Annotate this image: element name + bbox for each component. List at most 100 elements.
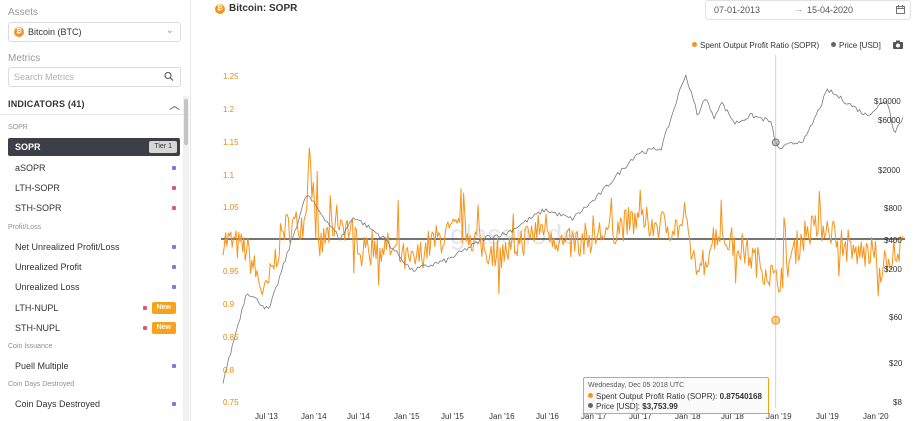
legend-item-price[interactable]: Price [USD] — [831, 41, 881, 50]
asset-label: Bitcoin (BTC) — [28, 27, 82, 37]
metric-item-sth-nupl[interactable]: STH-NUPL New — [8, 319, 180, 337]
x-tick: Jul '19 — [816, 412, 839, 421]
hover-marker-price — [771, 138, 780, 147]
price-series-line — [222, 74, 904, 384]
metric-label: Puell Multiple — [15, 361, 69, 371]
calendar-icon[interactable] — [896, 5, 905, 14]
x-tick: Jan '19 — [766, 412, 792, 421]
tier-dot — [172, 364, 176, 368]
y-right-tick: $800 — [884, 204, 902, 213]
legend-dot-price — [831, 42, 836, 48]
metric-item-puell-multiple[interactable]: Puell Multiple — [8, 357, 180, 375]
date-to[interactable]: 15-04-2020 — [807, 5, 854, 15]
tooltip-dot-price — [588, 403, 593, 408]
y-left-tick: 0.95 — [223, 267, 239, 276]
x-tick: Jul '13 — [255, 412, 278, 421]
tooltip-sopr-label: Spent Output Profit Ratio (SOPR): — [596, 392, 718, 401]
arrow-right-icon: → — [794, 4, 803, 14]
metric-item-lth-sopr[interactable]: LTH-SOPR — [8, 179, 180, 197]
page-title: Bitcoin: SOPR — [229, 3, 298, 14]
search-icon[interactable] — [164, 71, 174, 83]
legend-label-price: Price [USD] — [839, 41, 881, 50]
tier-dot — [172, 285, 176, 289]
y-right-tick: $2000 — [878, 166, 901, 175]
x-tick: Jan '14 — [301, 412, 327, 421]
tooltip-row-price: Price [USD]: $3,753.99 — [588, 402, 678, 411]
group-title-coin-days-destroyed: Coin Days Destroyed — [8, 381, 75, 388]
asset-select[interactable]: ₿ Bitcoin (BTC) ⌄ — [8, 22, 181, 42]
y-right-tick: $20 — [889, 359, 903, 368]
indicators-label: INDICATORS (41) — [8, 99, 85, 109]
new-badge: New — [151, 302, 176, 314]
legend-dot-sopr — [692, 42, 697, 48]
metric-label: STH-NUPL — [15, 323, 61, 333]
search-input[interactable] — [14, 70, 162, 84]
x-tick: Jan '17 — [581, 412, 607, 421]
legend-label-sopr: Spent Output Profit Ratio (SOPR) — [700, 41, 820, 50]
metric-item-unrealized-loss[interactable]: Unrealized Loss — [8, 278, 180, 296]
metric-item-nupl[interactable]: Net Unrealized Profit/Loss — [8, 238, 180, 256]
metric-label: LTH-SOPR — [15, 183, 60, 193]
metric-label: LTH-NUPL — [15, 303, 59, 313]
metric-label: Coin Days Destroyed — [15, 399, 101, 409]
group-title-profit-loss: Profit/Loss — [8, 224, 42, 231]
tooltip-dot-sopr — [588, 393, 593, 398]
x-tick: Jan '18 — [675, 412, 701, 421]
metric-item-asopr[interactable]: aSOPR — [8, 159, 180, 177]
tooltip-date: Wednesday, Dec 05 2018 UTC — [588, 382, 685, 389]
x-tick: Jan '20 — [863, 412, 889, 421]
x-tick: Jan '16 — [489, 412, 515, 421]
bitcoin-icon: ₿ — [215, 4, 225, 14]
bitcoin-icon: ₿ — [14, 27, 24, 37]
metrics-title: Metrics — [8, 53, 41, 64]
tier-dot — [172, 186, 176, 190]
y-right-tick: $200 — [884, 265, 902, 274]
y-left-tick: 1.05 — [223, 203, 239, 212]
tier-dot — [143, 306, 147, 310]
date-from[interactable]: 07-01-2013 — [714, 5, 761, 15]
metric-item-sth-sopr[interactable]: STH-SOPR — [8, 199, 180, 217]
y-left-tick: 1.25 — [223, 72, 239, 81]
camera-icon[interactable] — [893, 40, 903, 49]
chart-tooltip: Wednesday, Dec 05 2018 UTC Spent Output … — [583, 377, 769, 414]
metric-label: Unrealized Profit — [15, 262, 82, 272]
metric-item-unrealized-profit[interactable]: Unrealized Profit — [8, 258, 180, 276]
y-left-tick: 0.8 — [223, 366, 235, 375]
metric-label: Unrealized Loss — [15, 282, 80, 292]
legend-item-sopr[interactable]: Spent Output Profit Ratio (SOPR) — [692, 41, 819, 50]
y-left-tick: 0.85 — [223, 333, 239, 342]
tooltip-price-label: Price [USD]: — [596, 402, 641, 411]
metric-item-sopr[interactable]: SOPR Tier 1 — [8, 138, 180, 156]
chevron-up-icon[interactable]: ︿ — [169, 100, 180, 112]
metric-item-lth-nupl[interactable]: LTH-NUPL New — [8, 299, 180, 317]
tier-dot — [172, 206, 176, 210]
chart-panel: ₿ Bitcoin: SOPR 07-01-2013 → 15-04-2020 … — [205, 0, 913, 421]
indicators-header[interactable]: INDICATORS (41) ︿ — [0, 93, 191, 115]
metric-item-coin-days-destroyed[interactable]: Coin Days Destroyed — [8, 395, 180, 413]
group-title-sopr: SOPR — [8, 124, 28, 131]
y-right-tick: $6000 — [878, 116, 901, 125]
x-tick: Jul '14 — [347, 412, 370, 421]
chevron-down-icon: ⌄ — [165, 25, 174, 36]
sidebar-scrollbar-thumb[interactable] — [184, 99, 188, 145]
y-right-tick: $400 — [884, 236, 902, 245]
x-tick: Jul '15 — [441, 412, 464, 421]
y-left-tick: 1 — [223, 236, 228, 245]
date-range-picker[interactable]: 07-01-2013 → 15-04-2020 — [705, 0, 911, 20]
tier-badge: Tier 1 — [149, 141, 177, 153]
tier-dot — [172, 245, 176, 249]
sidebar-scrollbar[interactable] — [183, 96, 189, 421]
tooltip-price-value: $3,753.99 — [642, 402, 678, 411]
y-left-tick: 1.2 — [223, 105, 235, 114]
y-right-tick: $10000 — [874, 97, 901, 106]
y-right-tick: $60 — [889, 313, 903, 322]
sopr-series-line — [222, 147, 904, 297]
tier-dot — [143, 326, 147, 330]
y-left-tick: 0.9 — [223, 300, 235, 309]
x-tick: Jan '15 — [394, 412, 420, 421]
y-left-tick: 0.75 — [223, 398, 239, 407]
tier-dot — [172, 166, 176, 170]
tier-dot — [172, 402, 176, 406]
chart-canvas[interactable]: glassnode — [205, 0, 913, 421]
new-badge: New — [151, 322, 176, 334]
